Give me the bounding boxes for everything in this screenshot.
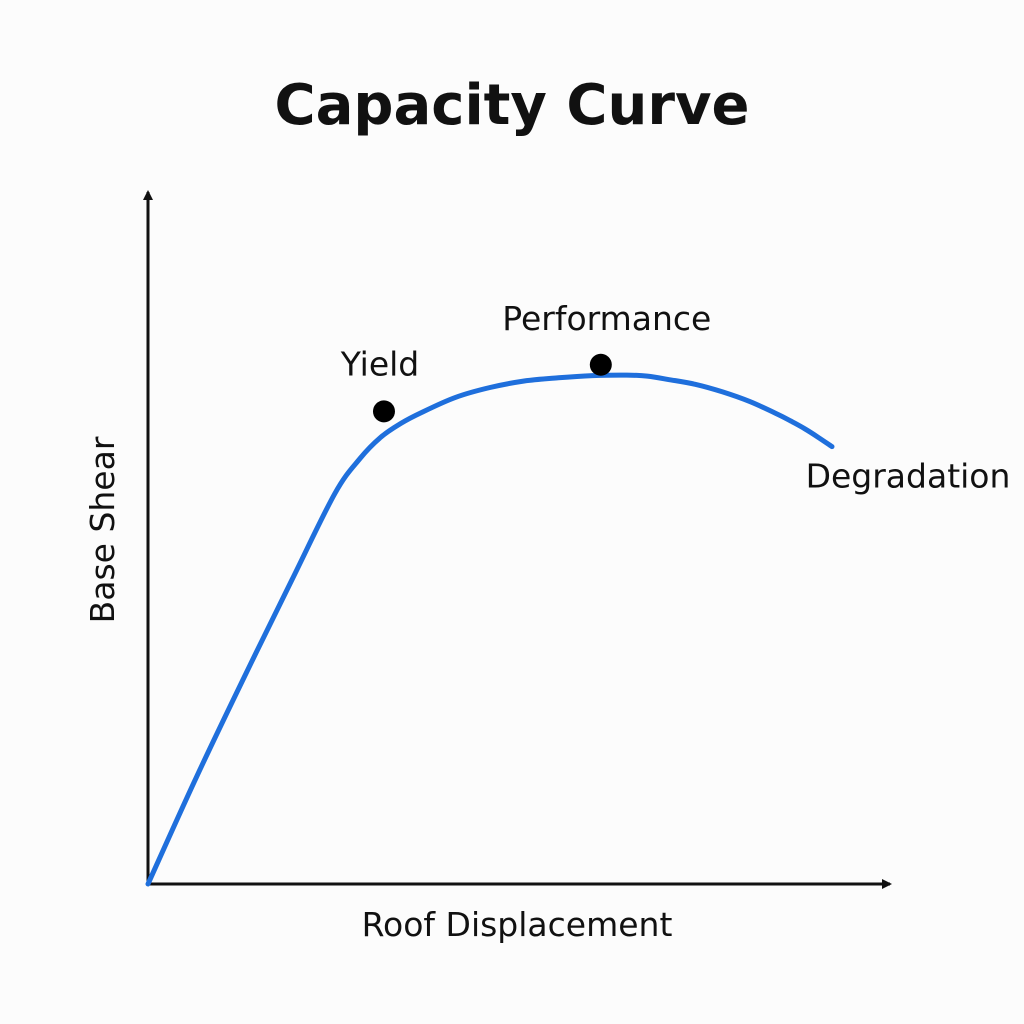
yield-point-marker — [372, 400, 395, 423]
degradation-label: Degradation — [806, 457, 1011, 496]
chart-title: Capacity Curve — [275, 73, 750, 138]
y-axis-label: Base Shear — [83, 436, 122, 623]
capacity-curve-line — [145, 372, 835, 887]
performance-point-marker — [589, 353, 612, 376]
x-axis-label: Roof Displacement — [362, 905, 673, 944]
annotation-layer: Yield Performance Degradation — [340, 299, 1011, 496]
yield-label: Yield — [340, 344, 420, 383]
performance-label: Performance — [502, 299, 711, 338]
